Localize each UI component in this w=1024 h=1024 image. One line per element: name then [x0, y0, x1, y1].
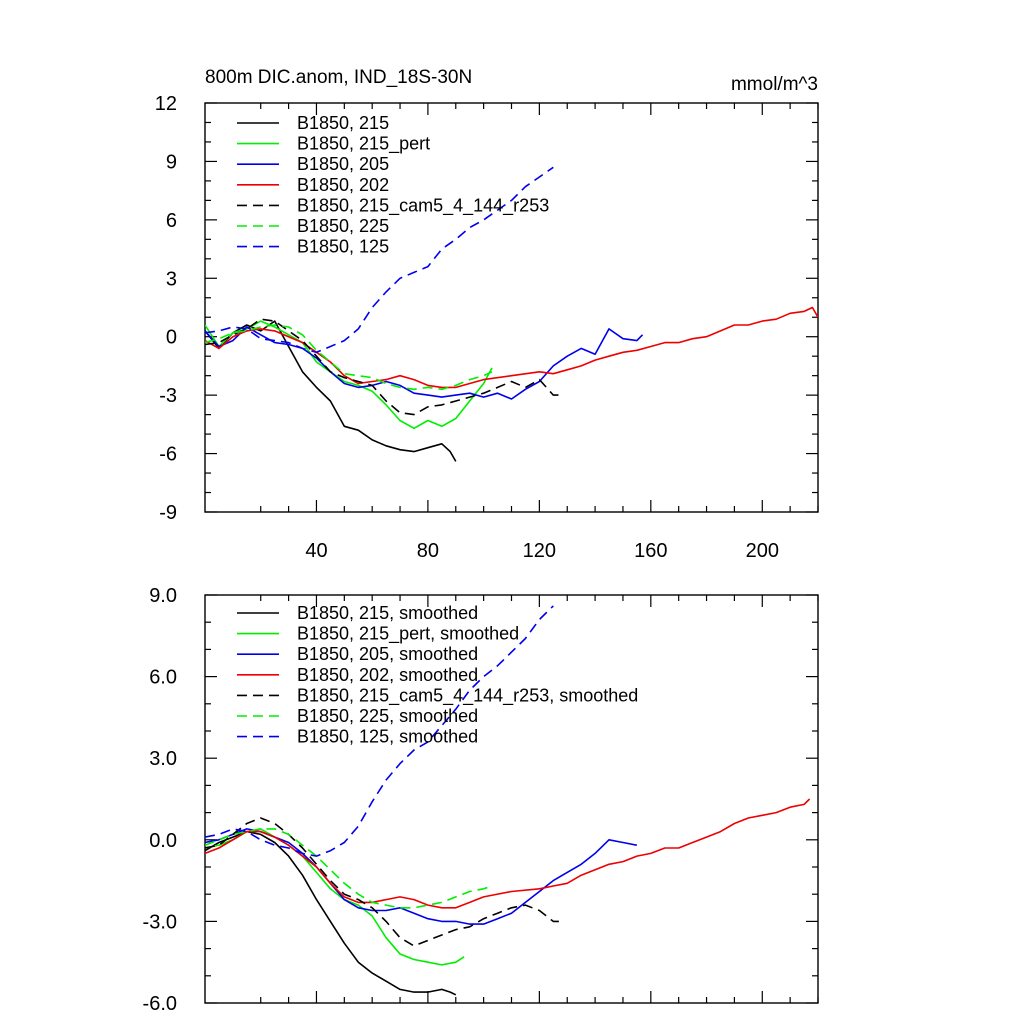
y-tick-label: 0.0: [149, 830, 177, 852]
series-line-0: [205, 320, 457, 462]
y-tick-label: 6: [166, 210, 177, 232]
x-tick-label: 40: [305, 540, 327, 562]
series-line-6: [205, 166, 554, 354]
y-tick-label: 6.0: [149, 667, 177, 689]
legend-label-6: B1850, 125: [297, 237, 389, 257]
x-tick-label: 200: [746, 540, 779, 562]
legend-label-0: B1850, 215, smoothed: [297, 603, 478, 623]
legend-label-1: B1850, 215_pert, smoothed: [297, 624, 519, 645]
y-tick-label: 9: [166, 151, 177, 173]
x-tick-label: 120: [523, 540, 556, 562]
legend-label-2: B1850, 205, smoothed: [297, 644, 478, 664]
legend-label-4: B1850, 215_cam5_4_144_r253: [297, 195, 549, 216]
y-tick-label: -9: [159, 502, 177, 524]
series-line-1: [205, 828, 465, 966]
y-tick-label: 3: [166, 268, 177, 290]
y-tick-label: 0: [166, 327, 177, 349]
x-tick-label: 160: [634, 540, 667, 562]
top-panel: -9 -6 -3 0 3 6 9 12 40 80 120 160 200 800m DIC.anom, …: [155, 67, 819, 562]
legend-label-3: B1850, 202: [297, 175, 389, 195]
series-line-0: [205, 830, 457, 996]
y-tick-label: -6: [159, 444, 177, 466]
y-tick-label: -3.0: [143, 911, 177, 933]
legend-label-5: B1850, 225, smoothed: [297, 706, 478, 726]
series-line-2: [205, 326, 644, 400]
series-line-6: [205, 605, 554, 857]
y-tick-label: -6.0: [143, 993, 177, 1015]
legend-label-4: B1850, 215_cam5_4_144_r253, smoothed: [297, 685, 638, 706]
y-tick-label: 3.0: [149, 748, 177, 770]
series-line-5: [205, 324, 493, 391]
bottom-panel: -6.0 -3.0 0.0 3.0 6.0 9.0 B1850, 215, smoothed…: [143, 585, 819, 1015]
legend-label-0: B1850, 215: [297, 113, 389, 133]
legend-label-6: B1850, 125, smoothed: [297, 727, 478, 747]
legend-label-1: B1850, 215_pert: [297, 134, 430, 155]
units-label: mmol/m^3: [731, 74, 818, 95]
series-line-5: [205, 828, 493, 909]
y-tick-label: 12: [155, 93, 177, 115]
legend-label-3: B1850, 202, smoothed: [297, 665, 478, 685]
series-line-3: [205, 798, 811, 909]
legend-label-2: B1850, 205: [297, 154, 389, 174]
y-tick-label: -3: [159, 385, 177, 407]
y-tick-label: 9.0: [149, 585, 177, 607]
legend-label-5: B1850, 225: [297, 216, 389, 236]
series-line-4: [205, 817, 559, 947]
x-tick-label: 80: [417, 540, 439, 562]
chart-title: 800m DIC.anom, IND_18S-30N: [205, 67, 472, 88]
series-line-4: [205, 318, 559, 416]
